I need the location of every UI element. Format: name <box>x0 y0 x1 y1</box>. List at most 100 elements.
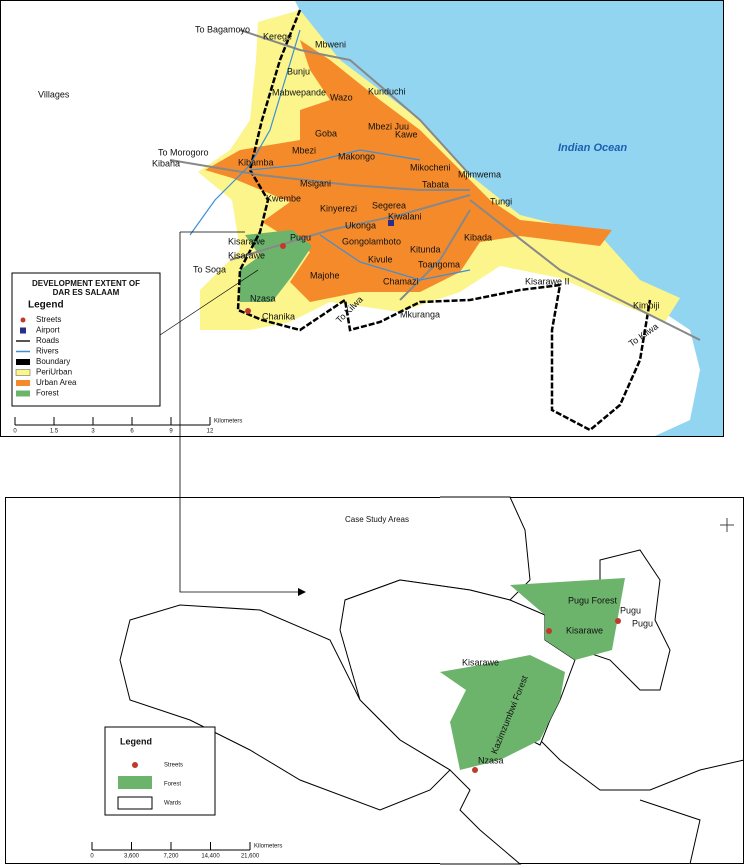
scale-label: 3,600 <box>124 854 140 860</box>
place-label: Kisarawe <box>228 236 265 246</box>
scale-label: 14,400 <box>201 854 220 860</box>
scale-label: 9 <box>169 429 173 435</box>
legend-label: Rivers <box>36 347 59 356</box>
legend-label: Urban Area <box>36 378 77 387</box>
place-label: Mikocheni <box>410 162 451 172</box>
place-label: Pugu <box>632 618 653 628</box>
place-label: Pugu <box>620 605 641 615</box>
road <box>469 199 701 341</box>
place-label: Kitunda <box>410 244 441 254</box>
legend-label: Forest <box>36 389 59 398</box>
place-label: Kunduchi <box>368 86 406 96</box>
pugu-forest <box>510 578 625 660</box>
street <box>615 618 621 624</box>
place-label: Tabata <box>422 179 449 189</box>
place-label: Kibaha <box>152 158 180 168</box>
scale-label: 1.5 <box>50 429 59 435</box>
scale-label: 6 <box>130 429 134 435</box>
ward <box>639 799 701 865</box>
ocean-label: Indian Ocean <box>558 142 627 154</box>
ward <box>344 579 745 791</box>
scale-unit: Kilometers <box>214 419 242 425</box>
legend-symbol <box>16 390 30 397</box>
boundary <box>236 9 652 432</box>
ocean <box>295 1 723 436</box>
scale-label: 3 <box>91 429 95 435</box>
river <box>249 149 421 171</box>
airport <box>388 220 394 226</box>
place-label: Pugu Forest <box>568 595 618 605</box>
place-label: Pugu <box>290 232 311 242</box>
legend-heading: Legend <box>28 300 64 311</box>
legend-label: Wards <box>164 801 181 807</box>
legend-title: DAR ES SALAAM <box>53 288 120 297</box>
place-label: Mbweni <box>315 39 346 49</box>
road <box>229 194 471 261</box>
place-label: Wazo <box>330 92 353 102</box>
top-map <box>0 0 724 437</box>
place-label: Villages <box>38 89 70 99</box>
place-label: Kisarawe <box>566 625 603 635</box>
place-label: Nzasa <box>250 293 276 303</box>
scale-label: 0 <box>90 854 94 860</box>
bottom-map <box>5 496 745 865</box>
place-label: To Morogoro <box>158 147 209 157</box>
street <box>280 243 286 249</box>
place-label: Mabwepande <box>272 87 326 97</box>
ward <box>119 604 451 811</box>
place-label: Chamazi <box>383 276 419 286</box>
north-arrow <box>720 518 734 532</box>
legend-symbol <box>117 796 153 810</box>
scale-label: 21,600 <box>241 854 260 860</box>
place-label: Nzasa <box>478 755 504 765</box>
place-label: Kiwalani <box>388 211 422 221</box>
road <box>239 29 471 176</box>
place-label: Goba <box>315 128 337 138</box>
legend-symbol <box>20 317 26 323</box>
legend-box <box>11 272 161 407</box>
place-label: Tungi <box>490 196 512 206</box>
kazimzumbwi-forest <box>440 655 565 770</box>
road <box>399 209 471 301</box>
legend-symbol <box>20 327 26 334</box>
place-label: Kisarawe <box>228 250 265 260</box>
place-label: Mkuranga <box>400 309 440 319</box>
place-label: Mjimwema <box>458 169 501 179</box>
place-label: Kivule <box>368 254 393 264</box>
place-label: Majohe <box>310 270 340 280</box>
place-label: Chanika <box>262 311 295 321</box>
place-label: Kibamba <box>238 157 274 167</box>
place-label: Bunju <box>287 66 310 76</box>
connector <box>179 232 300 593</box>
street <box>546 628 552 634</box>
legend-label: Roads <box>36 336 59 345</box>
street <box>245 308 251 314</box>
callout-line <box>159 269 259 336</box>
legend-label: Airport <box>36 326 60 335</box>
place-label: Segerea <box>372 200 406 210</box>
scale-label: 7,200 <box>163 854 179 860</box>
place-label: Msigani <box>300 178 331 188</box>
place-label: Makongo <box>338 151 375 161</box>
legend-symbol <box>16 359 30 365</box>
legend-symbol <box>132 762 138 768</box>
place-label: To Soga <box>193 264 226 274</box>
place-label: Kinyerezi <box>320 203 357 213</box>
place-label: Gongolamboto <box>342 236 401 246</box>
legend-title: DEVELOPMENT EXTENT OF <box>32 279 140 288</box>
scale-unit: Kilometers <box>254 844 282 850</box>
place-label: Kawe <box>395 129 418 139</box>
place-label: To Bagamoyo <box>195 24 250 34</box>
legend-label: Streets <box>36 315 61 324</box>
place-label: Kerege <box>263 31 292 41</box>
river <box>319 234 471 281</box>
river <box>189 29 301 236</box>
legend-symbol <box>118 776 152 789</box>
place-label: Kibada <box>464 232 492 242</box>
place-label: Kisarawe II <box>525 276 570 286</box>
street <box>472 767 478 773</box>
map-title: Case Study Areas <box>345 515 409 524</box>
roads <box>169 29 701 341</box>
